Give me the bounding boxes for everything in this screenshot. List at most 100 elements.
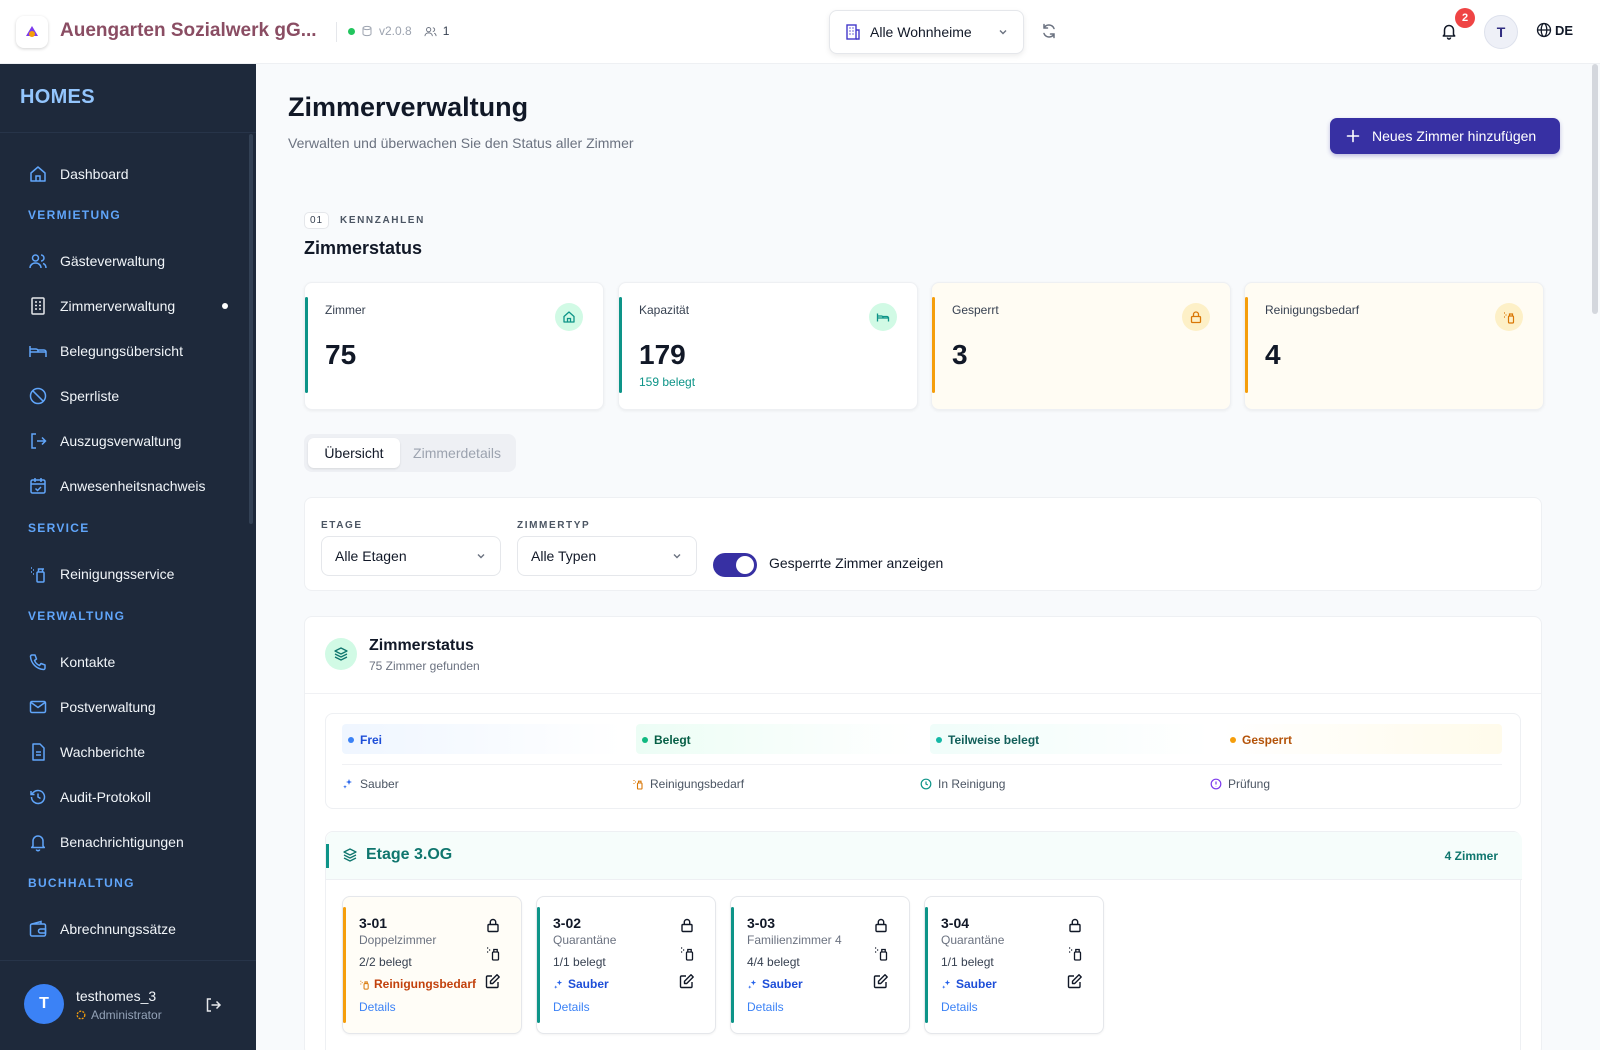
legend-bg [930, 724, 1210, 754]
sparkles-icon [343, 779, 352, 789]
section-number: 01 [304, 212, 330, 229]
add-room-button-label: Neues Zimmer hinzufügen [1372, 128, 1537, 144]
room-card-3-02[interactable]: 3-02 Quarantäne 1/1 belegt Sauber Detail… [536, 896, 716, 1034]
room-details-link[interactable]: Details [747, 1000, 784, 1014]
notifications-button[interactable] [1440, 22, 1458, 40]
stat-sub: 159 belegt [639, 375, 696, 389]
request-cleaning-button[interactable] [1067, 945, 1083, 961]
plus-icon [1346, 129, 1360, 143]
sidebar-user-role: Administrator [76, 1008, 162, 1022]
request-cleaning-button[interactable] [679, 945, 695, 961]
add-room-button[interactable]: Neues Zimmer hinzufügen [1330, 118, 1560, 154]
room-cleaning-label: Sauber [762, 977, 803, 991]
room-number: 3-01 [359, 915, 388, 931]
sidebar-section-vermietung: VERMIETUNG [28, 208, 122, 222]
room-card-3-03[interactable]: 3-03 Familienzimmer 4 4/4 belegt Sauber … [730, 896, 910, 1034]
clock-icon [920, 778, 932, 790]
stat-icon [869, 303, 897, 331]
sidebar-section-service: SERVICE [28, 521, 90, 535]
lock-room-button[interactable] [873, 917, 889, 933]
language-switcher[interactable]: DE [1536, 22, 1573, 38]
sidebar-item-gaeste[interactable]: Gästeverwaltung [28, 251, 228, 271]
status-card-subtitle: 75 Zimmer gefunden [369, 659, 480, 673]
sidebar-item-kontakte[interactable]: Kontakte [28, 652, 228, 672]
stat-icon [1495, 303, 1523, 331]
globe-icon [1536, 22, 1552, 38]
users-online-count: 1 [442, 24, 450, 38]
bed-icon [876, 313, 890, 322]
section-title: Zimmerstatus [304, 238, 423, 258]
room-accent-bar [731, 907, 734, 1023]
tab-uebersicht[interactable]: Übersicht [308, 438, 400, 468]
sidebar-user-role-label: Administrator [91, 1008, 162, 1022]
request-cleaning-button[interactable] [873, 945, 889, 961]
sidebar-item-post[interactable]: Postverwaltung [28, 697, 228, 717]
sidebar-item-sperrliste[interactable]: Sperrliste [28, 386, 228, 406]
room-details-link[interactable]: Details [359, 1000, 396, 1014]
sidebar-item-benachrichtigungen[interactable]: Benachrichtigungen [28, 832, 228, 852]
etage-select[interactable]: Alle Etagen [321, 536, 501, 576]
organization-name[interactable]: Auengarten Sozialwerk gG... [60, 20, 317, 41]
sidebar-item-audit[interactable]: Audit-Protokoll [28, 787, 228, 807]
edit-room-button[interactable] [485, 973, 501, 989]
stat-card-zimmer: Zimmer 75 [304, 282, 604, 410]
room-details-link[interactable]: Details [553, 1000, 590, 1014]
tab-zimmerdetails[interactable]: Zimmerdetails [413, 445, 501, 461]
sidebar-item-label: Postverwaltung [60, 699, 156, 715]
show-locked-toggle[interactable] [713, 553, 757, 577]
edit-room-button[interactable] [1067, 973, 1083, 989]
lock-room-button[interactable] [1067, 917, 1083, 933]
lock-room-button[interactable] [679, 917, 695, 933]
building-icon [846, 24, 860, 40]
edit-icon [873, 974, 888, 989]
room-number: 3-03 [747, 915, 776, 931]
sidebar-item-auszug[interactable]: Auszugsverwaltung [28, 431, 228, 451]
wohnheim-select[interactable]: Alle Wohnheime [829, 10, 1024, 54]
building-icon [31, 297, 45, 315]
sidebar-item-abrechnung[interactable]: Abrechnungssätze [28, 919, 228, 939]
edit-room-button[interactable] [873, 973, 889, 989]
sidebar-item-dashboard[interactable]: Dashboard [28, 164, 228, 184]
spray-bottle-icon [31, 567, 45, 583]
sidebar-user-avatar[interactable]: T [24, 984, 64, 1024]
user-avatar[interactable]: T [1484, 15, 1518, 49]
sidebar-scrollbar[interactable] [249, 134, 253, 524]
room-accent-bar [343, 907, 346, 1023]
zimmertyp-select[interactable]: Alle Typen [517, 536, 697, 576]
room-card-3-04[interactable]: 3-04 Quarantäne 1/1 belegt Sauber Detail… [924, 896, 1104, 1034]
legend-in-reinigung: In Reinigung [920, 777, 1005, 791]
sidebar-item-anwesenheit[interactable]: Anwesenheitsnachweis [28, 476, 228, 496]
refresh-button[interactable] [1040, 22, 1058, 40]
show-locked-label: Gesperrte Zimmer anzeigen [769, 555, 944, 571]
room-cleaning-label: Sauber [956, 977, 997, 991]
ban-icon [29, 387, 47, 405]
app-logo[interactable] [16, 16, 48, 48]
spray-bottle-icon [487, 947, 500, 961]
sidebar-item-zimmer[interactable]: Zimmerverwaltung [28, 296, 228, 316]
logout-button[interactable] [204, 996, 222, 1014]
room-type: Doppelzimmer [359, 933, 437, 947]
sidebar-item-belegung[interactable]: Belegungsübersicht [28, 341, 228, 361]
sidebar-item-label: Dashboard [60, 166, 129, 182]
request-cleaning-button[interactable] [485, 945, 501, 961]
room-card-3-01[interactable]: 3-01 Doppelzimmer 2/2 belegt Reinigungsb… [342, 896, 522, 1034]
floor-header[interactable] [326, 832, 1522, 880]
floor-group: Etage 3.OG 4 Zimmer 3-01 Doppelzimmer 2/… [325, 831, 1522, 1050]
sidebar-item-label: Benachrichtigungen [60, 834, 184, 850]
sidebar-item-reinigung[interactable]: Reinigungsservice [28, 564, 228, 584]
stat-card-kapazitaet: Kapazität 179 159 belegt [618, 282, 918, 410]
room-number: 3-04 [941, 915, 970, 931]
room-cleaning-label: Reinigungsbedarf [374, 977, 477, 991]
sidebar-item-wachberichte[interactable]: Wachberichte [28, 742, 228, 762]
bell-icon [30, 835, 46, 852]
main-content: Zimmerverwaltung Verwalten und überwache… [256, 64, 1600, 1050]
page-scrollbar[interactable] [1592, 64, 1598, 314]
calendar-check-icon [30, 478, 46, 494]
stat-value: 75 [325, 339, 357, 370]
edit-room-button[interactable] [679, 973, 695, 989]
lock-room-button[interactable] [485, 917, 501, 933]
brand-title[interactable]: HOMES [20, 86, 95, 108]
document-icon [32, 743, 45, 761]
room-details-link[interactable]: Details [941, 1000, 978, 1014]
stat-label: Zimmer [325, 303, 366, 317]
